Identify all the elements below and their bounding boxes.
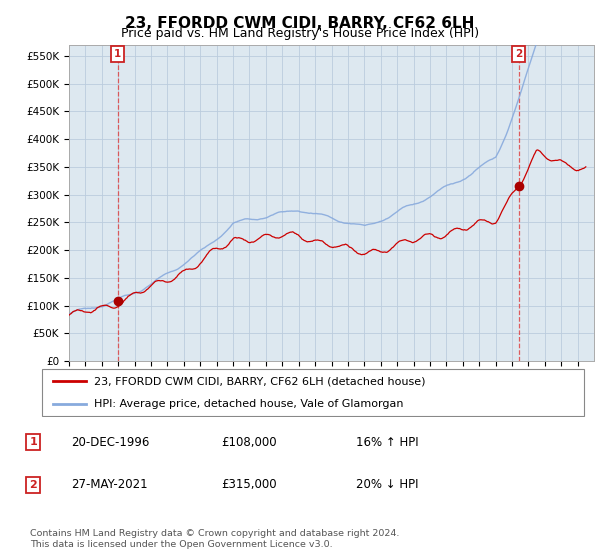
Text: 1: 1 (29, 437, 37, 447)
Text: 20-DEC-1996: 20-DEC-1996 (71, 436, 150, 449)
Text: 2: 2 (29, 480, 37, 489)
Text: 20% ↓ HPI: 20% ↓ HPI (356, 478, 419, 491)
Text: Contains HM Land Registry data © Crown copyright and database right 2024.
This d: Contains HM Land Registry data © Crown c… (30, 529, 400, 549)
Text: 1: 1 (114, 49, 121, 59)
FancyBboxPatch shape (42, 370, 584, 416)
Text: £108,000: £108,000 (221, 436, 277, 449)
Text: 16% ↑ HPI: 16% ↑ HPI (356, 436, 419, 449)
Text: 23, FFORDD CWM CIDI, BARRY, CF62 6LH (detached house): 23, FFORDD CWM CIDI, BARRY, CF62 6LH (de… (94, 376, 425, 386)
Text: HPI: Average price, detached house, Vale of Glamorgan: HPI: Average price, detached house, Vale… (94, 399, 403, 409)
Text: Price paid vs. HM Land Registry's House Price Index (HPI): Price paid vs. HM Land Registry's House … (121, 27, 479, 40)
Text: 27-MAY-2021: 27-MAY-2021 (71, 478, 148, 491)
Text: 2: 2 (515, 49, 522, 59)
Text: 23, FFORDD CWM CIDI, BARRY, CF62 6LH: 23, FFORDD CWM CIDI, BARRY, CF62 6LH (125, 16, 475, 31)
Text: £315,000: £315,000 (221, 478, 277, 491)
